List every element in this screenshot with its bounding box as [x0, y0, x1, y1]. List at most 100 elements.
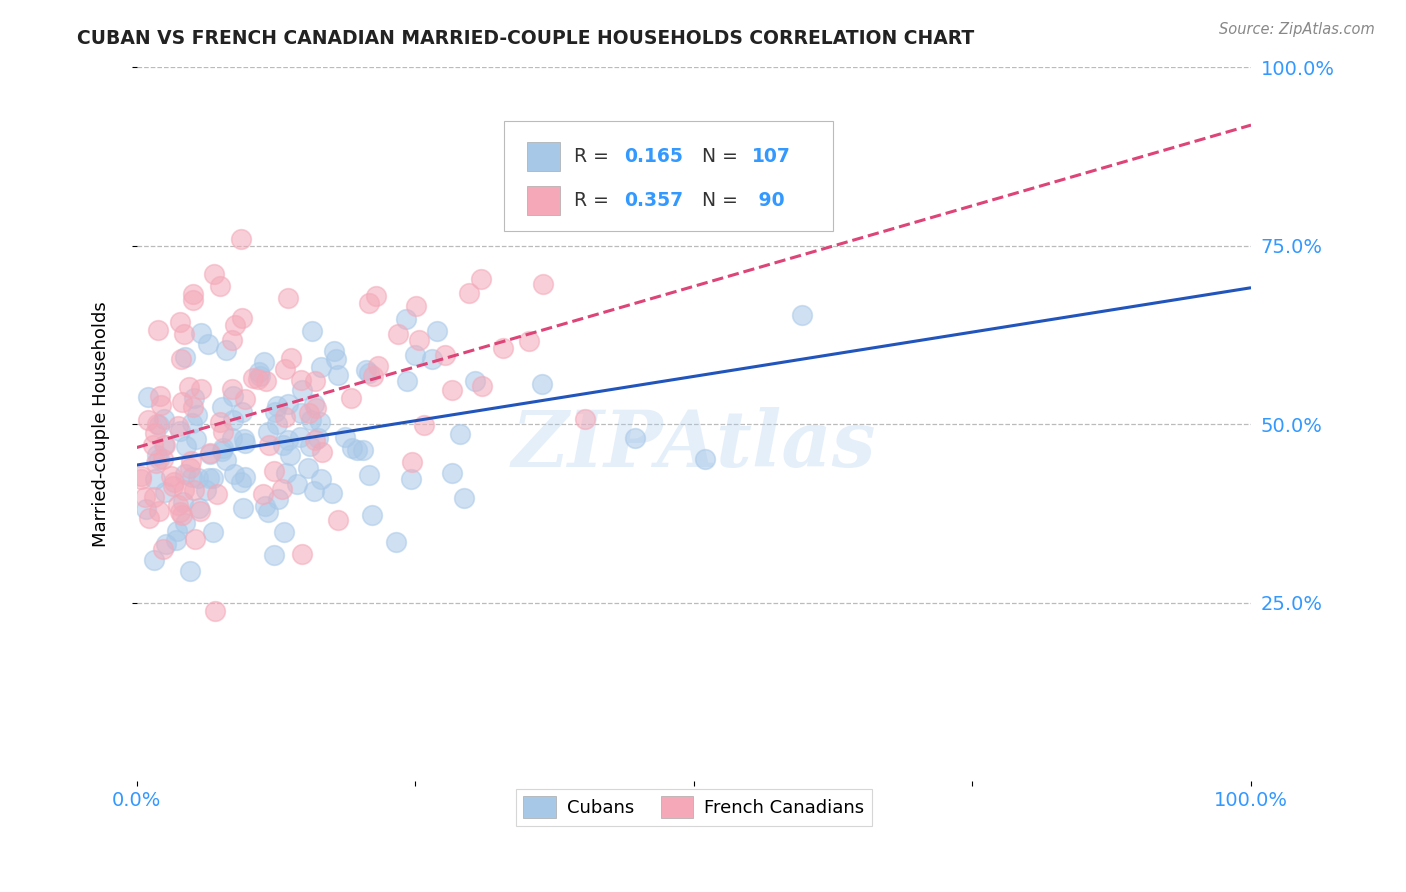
Point [221, 431, 243, 445]
Point [395, 374, 418, 388]
Point [693, 451, 716, 466]
Point [174, 350, 197, 364]
Point [142, 438, 165, 452]
Point [257, 425, 280, 439]
Point [198, 447, 221, 461]
Point [208, 415, 231, 429]
Point [253, 499, 276, 513]
Point [201, 524, 224, 539]
Point [233, 392, 256, 406]
FancyBboxPatch shape [527, 186, 560, 215]
Point [574, 412, 596, 426]
Point [387, 327, 409, 342]
Point [491, 341, 513, 355]
Point [352, 443, 374, 458]
Y-axis label: Married-couple Households: Married-couple Households [93, 301, 110, 547]
Point [222, 467, 245, 481]
Text: R =: R = [574, 147, 614, 166]
Point [464, 374, 486, 388]
Text: 0.165: 0.165 [624, 147, 682, 166]
Point [166, 524, 188, 539]
Point [181, 470, 204, 484]
Point [224, 318, 246, 332]
Point [190, 382, 212, 396]
Point [162, 479, 184, 493]
Point [274, 467, 297, 481]
Point [198, 471, 221, 485]
Point [215, 452, 238, 467]
Text: R =: R = [574, 191, 614, 211]
Text: CUBAN VS FRENCH CANADIAN MARRIED-COUPLE HOUSEHOLDS CORRELATION CHART: CUBAN VS FRENCH CANADIAN MARRIED-COUPLE … [77, 29, 974, 47]
Point [363, 368, 385, 383]
Point [361, 508, 384, 522]
Point [155, 438, 177, 452]
Point [173, 516, 195, 530]
Point [212, 425, 235, 440]
Point [134, 490, 156, 504]
Point [222, 389, 245, 403]
Point [531, 377, 554, 392]
Point [385, 535, 408, 549]
Point [291, 383, 314, 397]
Point [169, 505, 191, 519]
Point [367, 359, 389, 374]
Point [190, 326, 212, 340]
Point [173, 483, 195, 497]
Point [257, 505, 280, 519]
Point [179, 460, 201, 475]
Text: Source: ZipAtlas.com: Source: ZipAtlas.com [1219, 22, 1375, 37]
Point [145, 456, 167, 470]
Point [187, 500, 209, 515]
Point [274, 410, 297, 425]
Point [249, 369, 271, 384]
Point [202, 267, 225, 281]
Point [321, 486, 343, 500]
Point [181, 287, 204, 301]
Point [346, 443, 368, 458]
Point [176, 439, 198, 453]
Point [153, 438, 176, 452]
Point [326, 368, 349, 383]
Point [395, 311, 418, 326]
Point [229, 232, 252, 246]
Point [198, 446, 221, 460]
Point [299, 438, 322, 452]
Point [172, 495, 194, 509]
Point [458, 285, 481, 300]
Point [304, 483, 326, 498]
Point [177, 379, 200, 393]
Point [311, 445, 333, 459]
Point [326, 512, 349, 526]
Point [264, 405, 287, 419]
Point [470, 271, 492, 285]
Point [354, 363, 377, 377]
Point [404, 348, 426, 362]
Point [148, 504, 170, 518]
Point [263, 548, 285, 562]
Point [266, 399, 288, 413]
Point [290, 406, 312, 420]
Point [266, 417, 288, 432]
Point [277, 433, 299, 447]
Point [167, 499, 190, 513]
Point [273, 438, 295, 452]
Point [357, 366, 380, 380]
Point [187, 471, 209, 485]
Point [186, 408, 208, 422]
Point [277, 291, 299, 305]
Point [273, 525, 295, 540]
Point [624, 431, 647, 445]
Point [309, 415, 332, 429]
Point [333, 430, 356, 444]
Point [257, 438, 280, 452]
Point [180, 416, 202, 430]
Point [232, 501, 254, 516]
Point [135, 501, 157, 516]
Point [233, 435, 256, 450]
Point [215, 343, 238, 357]
Point [208, 279, 231, 293]
Point [136, 413, 159, 427]
Point [420, 351, 443, 366]
Point [277, 397, 299, 411]
Point [325, 351, 347, 366]
